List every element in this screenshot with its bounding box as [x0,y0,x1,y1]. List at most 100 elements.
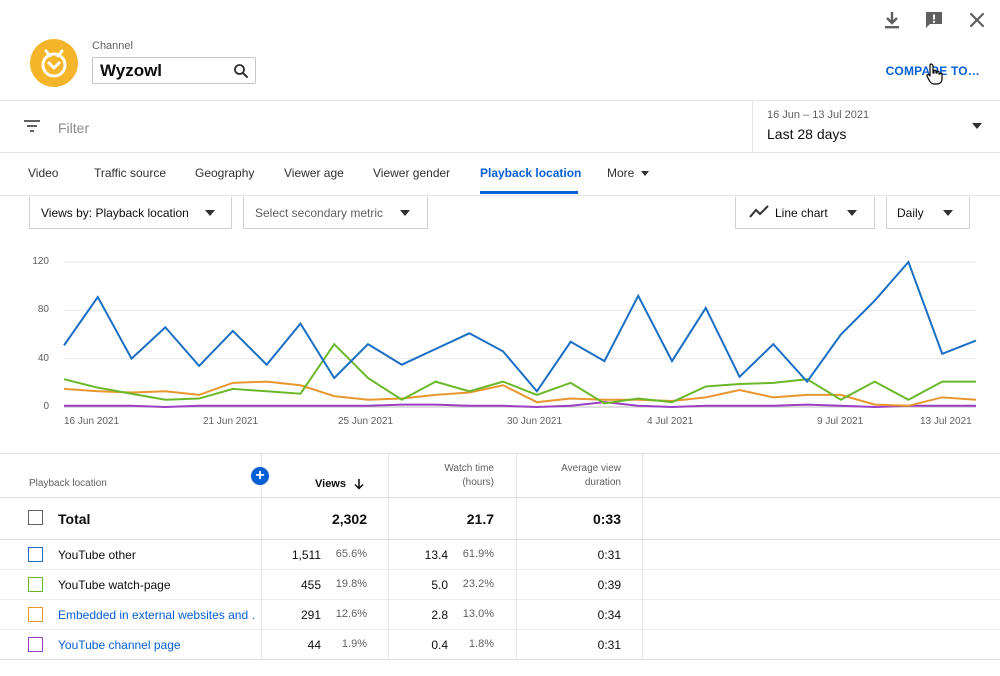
hand-cursor-icon [926,63,943,85]
row-label-link[interactable]: YouTube channel page [58,638,181,652]
secondary-metric-dropdown[interactable]: Select secondary metric [243,197,428,229]
x-tick-label: 13 Jul 2021 [920,416,972,427]
feedback-icon[interactable] [922,8,946,32]
header-divider [0,100,1000,101]
row-views-pct: 65.6% [335,548,367,560]
col-divider [642,453,643,659]
close-icon[interactable] [965,8,989,32]
table-row[interactable]: YouTube watch-page 455 19.8% 5.0 23.2% 0… [0,570,1000,600]
more-chevron-icon[interactable] [640,170,650,178]
row-label: YouTube watch-page [58,578,171,592]
header-watch-time[interactable]: Watch time (hours) [420,462,494,490]
filter-date-divider [752,100,753,152]
chart-type-label: Line chart [775,206,828,220]
col-divider [388,453,389,659]
row-watch-time: 13.4 [424,548,448,562]
col-divider [516,453,517,659]
tab-viewer-age[interactable]: Viewer age [284,166,344,180]
row-divider [0,599,1000,600]
series-line-youtube-watch-page[interactable] [63,342,976,405]
tab-video[interactable]: Video [28,166,59,180]
download-icon[interactable] [880,8,904,32]
series-line-embedded-in-external-websites-and[interactable] [63,380,977,407]
tab-traffic-source[interactable]: Traffic source [94,166,167,180]
tab-viewer-gender[interactable]: Viewer gender [373,166,451,180]
header-divider [0,497,1000,498]
row-checkbox[interactable] [28,637,43,652]
row-divider [0,629,1000,630]
x-tick-label: 16 Jun 2021 [64,416,120,427]
row-checkbox[interactable] [28,577,43,592]
series-line-youtube-channel-page[interactable] [64,401,976,409]
row-divider [0,539,1000,540]
table-bottom-divider [0,659,1000,660]
tab-geography[interactable]: Geography [195,166,255,180]
total-average-duration: 0:33 [592,511,621,527]
header-watch-time-line2: (hours) [462,477,494,488]
total-label: Total [58,511,91,527]
channel-logo-icon [41,49,67,78]
line-chart [63,260,977,409]
total-views: 2,302 [331,511,367,527]
y-tick-label: 120 [32,256,49,267]
row-views: 455 [300,578,321,592]
tab-more[interactable]: More [607,166,635,180]
primary-metric-dropdown[interactable]: Views by: Playback location [29,197,232,229]
table-row[interactable]: YouTube channel page 44 1.9% 0.4 1.8% 0:… [0,630,1000,660]
row-watch-time: 2.8 [431,608,448,622]
row-checkbox[interactable] [28,547,43,562]
row-checkbox[interactable] [28,607,43,622]
chevron-down-icon [943,210,953,216]
row-views: 44 [307,638,321,652]
sort-down-arrow-icon[interactable] [354,478,364,490]
channel-label: Channel [92,40,133,52]
x-tick-label: 4 Jul 2021 [647,416,694,427]
filter-divider [0,152,1000,153]
y-tick-label: 0 [43,401,49,412]
row-average-duration: 0:34 [597,608,621,622]
x-tick-label: 25 Jun 2021 [338,416,394,427]
header-views[interactable]: Views [315,478,346,490]
table-row[interactable]: Embedded in external websites and … 291 … [0,600,1000,630]
line-chart-icon [749,205,769,218]
y-tick-label: 40 [37,353,49,364]
x-tick-label: 30 Jun 2021 [507,416,563,427]
row-watch-time: 5.0 [431,578,448,592]
add-metric-button[interactable]: + [251,467,269,485]
row-average-duration: 0:31 [597,638,621,652]
chevron-down-icon[interactable] [972,122,982,130]
table-row[interactable]: YouTube other 1,511 65.6% 13.4 61.9% 0:3… [0,540,1000,570]
filter-input[interactable]: Filter [58,120,90,136]
row-watch-pct: 1.8% [468,638,494,650]
row-watch-pct: 23.2% [462,578,494,590]
row-average-duration: 0:31 [597,548,621,562]
row-views-pct: 1.9% [341,638,367,650]
total-checkbox[interactable] [28,510,43,525]
search-icon[interactable] [232,62,250,80]
primary-metric-label: Views by: Playback location [41,206,189,220]
header-average-view-duration[interactable]: Average view duration [530,462,621,490]
chevron-down-icon [205,210,215,216]
header-playback-location[interactable]: Playback location [29,478,107,489]
row-watch-pct: 61.9% [462,548,494,560]
channel-avatar [30,39,78,87]
row-label-link[interactable]: Embedded in external websites and … [58,608,256,622]
row-views-pct: 19.8% [335,578,367,590]
row-watch-time: 0.4 [431,638,448,652]
row-views-pct: 12.6% [335,608,367,620]
filter-icon[interactable] [22,116,42,136]
channel-name: Wyzowl [100,61,163,80]
interval-dropdown[interactable]: Daily [886,197,970,229]
channel-search-box[interactable]: Wyzowl [92,57,256,84]
row-average-duration: 0:39 [597,578,621,592]
row-watch-pct: 13.0% [462,608,494,620]
date-range: 16 Jun – 13 Jul 2021 [767,109,870,121]
chart-type-dropdown[interactable]: Line chart [735,197,875,229]
date-period-select[interactable]: Last 28 days [767,126,847,142]
series-line-youtube-other[interactable] [63,260,977,393]
row-views: 1,511 [291,548,321,562]
secondary-metric-label: Select secondary metric [255,206,384,220]
tab-playback-location[interactable]: Playback location [480,166,582,180]
row-label: YouTube other [58,548,136,562]
x-tick-label: 9 Jul 2021 [817,416,864,427]
